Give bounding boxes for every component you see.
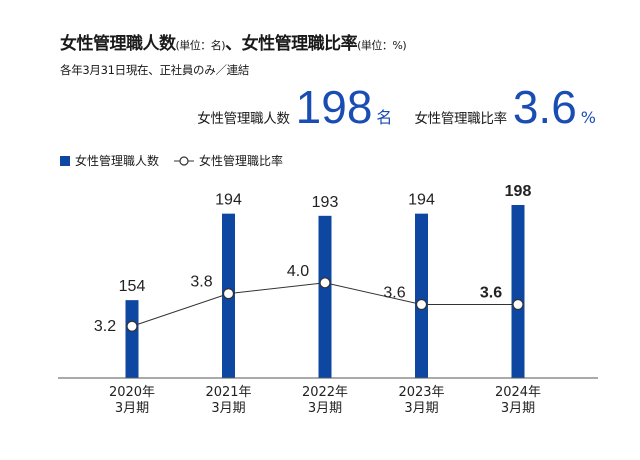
x-tick-label-3-0: 2023年 — [398, 385, 444, 400]
bar-0 — [125, 300, 139, 378]
chart-legend: 女性管理職人数 女性管理職比率 — [60, 152, 283, 169]
title-secondary-unit: (単位：%) — [357, 39, 407, 52]
bar-4 — [511, 205, 525, 378]
ratio-point-0 — [126, 320, 138, 332]
ratio-point-2 — [319, 277, 331, 289]
title-main: 女性管理職人数 — [60, 34, 176, 54]
count-kpi-unit: 名 — [376, 108, 393, 127]
count-kpi-value: 198 — [295, 81, 373, 133]
chart-title: 女性管理職人数(単位：名)、女性管理職比率(単位：%) — [60, 29, 407, 54]
legend-line-label: 女性管理職比率 — [199, 154, 284, 168]
chart-subtitle: 各年3月31日現在、正社員のみ／連結 — [60, 63, 250, 77]
title-separator: 、 — [225, 34, 242, 54]
bar-value-label-3: 194 — [408, 192, 435, 209]
x-tick-label-3-1: 3月期 — [404, 401, 438, 416]
bar-3 — [415, 213, 428, 378]
x-tick-label-2-0: 2022年 — [302, 385, 348, 400]
legend-bar-swatch — [60, 155, 70, 166]
ratio-value-label-4: 3.6 — [480, 285, 502, 302]
bar-value-label-1: 194 — [215, 192, 242, 209]
ratio-value-label-1: 3.8 — [190, 274, 212, 291]
ratio-kpi-unit: % — [580, 108, 596, 127]
bar-value-label-2: 193 — [312, 194, 339, 211]
bar-2 — [318, 215, 332, 378]
x-tick-label-4-0: 2024年 — [495, 385, 541, 400]
ratio-value-label-0: 3.2 — [94, 318, 116, 335]
x-tick-label-1-1: 3月期 — [211, 401, 245, 416]
title-secondary: 女性管理職比率 — [241, 34, 358, 54]
bar-value-label-0: 154 — [119, 278, 146, 295]
ratio-kpi-label: 女性管理職比率 — [414, 111, 507, 127]
x-tick-label-0-1: 3月期 — [115, 401, 149, 416]
ratio-point-1 — [222, 288, 235, 300]
kpi-summary: 女性管理職人数 198 名 女性管理職比率 3.6 % — [197, 84, 596, 130]
legend-line-marker-icon — [174, 155, 195, 166]
count-kpi-label: 女性管理職人数 — [197, 111, 290, 127]
bar-value-label-4: 198 — [505, 183, 532, 200]
ratio-value-label-3: 3.6 — [383, 285, 405, 302]
x-tick-label-0-0: 2020年 — [109, 385, 155, 400]
x-tick-label-2-1: 3月期 — [308, 401, 342, 416]
x-tick-label-1-0: 2021年 — [205, 385, 251, 400]
ratio-point-3 — [415, 298, 428, 311]
ratio-point-4 — [512, 298, 524, 311]
ratio-value-label-2: 4.0 — [287, 263, 309, 280]
x-tick-label-4-1: 3月期 — [501, 401, 535, 416]
ratio-kpi-value: 3.6 — [512, 81, 577, 133]
title-unit: (単位：名) — [175, 39, 226, 52]
legend-bar-label: 女性管理職人数 — [75, 154, 160, 168]
